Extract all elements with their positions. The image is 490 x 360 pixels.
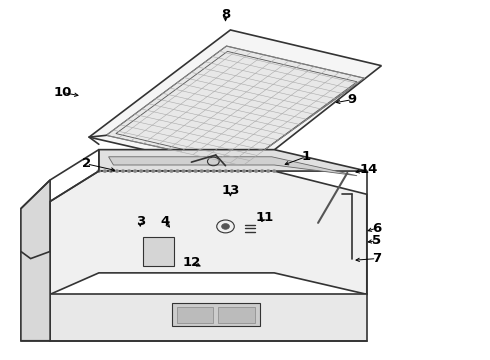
Text: 11: 11: [255, 211, 273, 224]
Circle shape: [127, 170, 130, 172]
Circle shape: [237, 170, 240, 172]
Polygon shape: [50, 171, 367, 294]
Circle shape: [158, 170, 161, 172]
Circle shape: [219, 170, 221, 172]
Text: 5: 5: [372, 234, 381, 247]
Circle shape: [248, 170, 251, 172]
FancyBboxPatch shape: [177, 307, 213, 323]
Polygon shape: [21, 180, 50, 341]
Text: 1: 1: [301, 150, 311, 163]
Circle shape: [152, 170, 155, 172]
Circle shape: [182, 170, 185, 172]
Text: 12: 12: [182, 256, 200, 269]
Polygon shape: [106, 46, 365, 166]
Circle shape: [134, 170, 137, 172]
Text: 13: 13: [221, 184, 240, 197]
Polygon shape: [99, 150, 367, 171]
Circle shape: [273, 170, 276, 172]
Circle shape: [164, 170, 167, 172]
Circle shape: [212, 170, 215, 172]
Circle shape: [194, 170, 197, 172]
Polygon shape: [89, 30, 381, 173]
Circle shape: [140, 170, 143, 172]
FancyBboxPatch shape: [172, 303, 260, 327]
Circle shape: [170, 170, 173, 172]
Circle shape: [224, 170, 227, 172]
Text: 10: 10: [53, 86, 72, 99]
Text: 14: 14: [360, 163, 378, 176]
Circle shape: [122, 170, 124, 172]
Circle shape: [221, 224, 229, 229]
Text: 8: 8: [221, 9, 230, 22]
Circle shape: [200, 170, 203, 172]
Text: 6: 6: [372, 222, 381, 235]
FancyBboxPatch shape: [218, 307, 255, 323]
Circle shape: [243, 170, 245, 172]
Text: 7: 7: [372, 252, 381, 265]
Circle shape: [206, 170, 209, 172]
Polygon shape: [50, 294, 367, 341]
Text: 3: 3: [136, 215, 145, 228]
Text: 2: 2: [82, 157, 91, 170]
Circle shape: [146, 170, 148, 172]
FancyBboxPatch shape: [143, 237, 174, 266]
Circle shape: [116, 170, 119, 172]
Circle shape: [109, 170, 112, 172]
Circle shape: [267, 170, 270, 172]
Circle shape: [188, 170, 191, 172]
Text: 9: 9: [347, 93, 357, 106]
Circle shape: [261, 170, 264, 172]
Circle shape: [98, 170, 100, 172]
Circle shape: [176, 170, 179, 172]
Circle shape: [255, 170, 258, 172]
Circle shape: [103, 170, 106, 172]
Polygon shape: [109, 157, 357, 176]
Text: 4: 4: [160, 215, 169, 228]
Circle shape: [230, 170, 233, 172]
